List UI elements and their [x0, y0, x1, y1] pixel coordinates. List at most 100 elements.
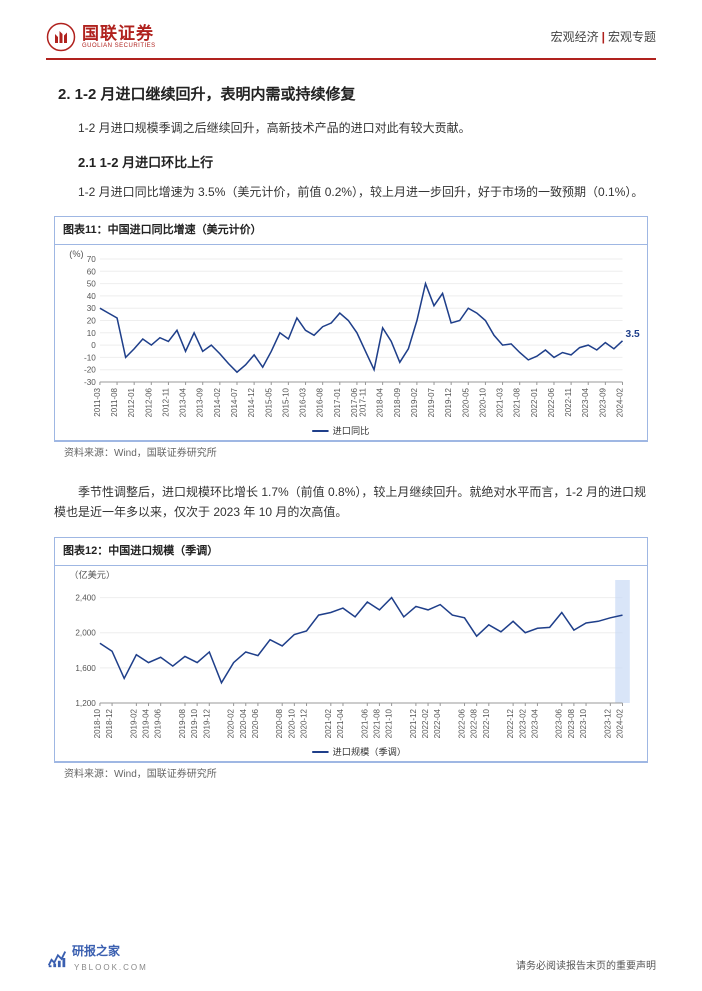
- footer-logo: 研报之家 YBLOOK.COM: [46, 941, 148, 975]
- svg-text:2021-06: 2021-06: [360, 708, 369, 738]
- svg-text:2019-07: 2019-07: [427, 388, 436, 418]
- svg-text:2023-12: 2023-12: [603, 708, 612, 738]
- svg-text:0: 0: [91, 341, 96, 350]
- svg-text:进口规模（季调）: 进口规模（季调）: [333, 746, 406, 757]
- svg-text:2022-02: 2022-02: [421, 708, 430, 738]
- svg-text:2023-10: 2023-10: [579, 708, 588, 738]
- svg-text:2019-02: 2019-02: [129, 708, 138, 738]
- svg-text:3.5: 3.5: [626, 329, 641, 340]
- svg-text:60: 60: [87, 267, 97, 276]
- svg-text:2022-01: 2022-01: [530, 388, 539, 418]
- svg-text:2019-12: 2019-12: [202, 708, 211, 738]
- svg-text:2020-05: 2020-05: [461, 388, 470, 418]
- chart-11-plot: -30 -20 -10 0 10 20 30 40 50 60 70 (%) 2011-03 2011-0…: [55, 245, 647, 440]
- svg-text:2016-03: 2016-03: [298, 388, 307, 418]
- svg-text:30: 30: [87, 304, 97, 313]
- svg-text:2011-08: 2011-08: [110, 388, 119, 417]
- svg-text:2019-12: 2019-12: [444, 388, 453, 418]
- svg-text:2015-10: 2015-10: [281, 388, 290, 418]
- svg-text:-10: -10: [84, 354, 96, 363]
- chart-12-title: 图表12：中国进口规模（季调）: [55, 538, 647, 566]
- svg-text:2021-04: 2021-04: [336, 708, 345, 738]
- svg-text:2014-12: 2014-12: [247, 388, 256, 418]
- svg-text:2013-04: 2013-04: [179, 388, 188, 418]
- svg-text:2021-08: 2021-08: [372, 708, 381, 738]
- svg-text:2020-08: 2020-08: [275, 708, 284, 738]
- svg-text:2023-04: 2023-04: [530, 708, 539, 738]
- svg-text:2021-12: 2021-12: [409, 708, 418, 738]
- svg-text:-30: -30: [84, 378, 96, 387]
- svg-text:2023-08: 2023-08: [567, 708, 576, 738]
- chart-11-source: 资料来源：Wind，国联证券研究所: [54, 441, 648, 464]
- svg-text:2017-11: 2017-11: [358, 388, 367, 417]
- svg-text:2018-04: 2018-04: [376, 388, 385, 418]
- section-heading-2: 2. 1-2 月进口继续回升，表明内需或持续修复: [58, 82, 656, 108]
- svg-text:2012-06: 2012-06: [144, 388, 153, 418]
- svg-text:10: 10: [87, 329, 97, 338]
- chart-12-container: 图表12：中国进口规模（季调） 1,200 1,600 2,000 2,400 （亿美元…: [54, 537, 648, 762]
- svg-text:2020-02: 2020-02: [227, 708, 236, 738]
- svg-text:2018-12: 2018-12: [105, 708, 114, 738]
- svg-text:2014-07: 2014-07: [230, 388, 239, 418]
- svg-text:2023-04: 2023-04: [581, 388, 590, 418]
- svg-text:2013-09: 2013-09: [196, 388, 205, 418]
- svg-text:1,600: 1,600: [75, 663, 96, 672]
- svg-text:2021-08: 2021-08: [513, 388, 522, 418]
- svg-text:2017-01: 2017-01: [333, 388, 342, 418]
- svg-text:2018-09: 2018-09: [393, 388, 402, 418]
- footer-logo-icon: [46, 947, 68, 969]
- svg-text:2020-06: 2020-06: [251, 708, 260, 738]
- company-logo: 国联证券 GUOLIAN SECURITIES: [46, 22, 156, 52]
- page-footer: 研报之家 YBLOOK.COM 请务必阅读报告末页的重要声明: [46, 941, 656, 975]
- svg-text:2012-11: 2012-11: [161, 388, 170, 417]
- chart-11-container: 图表11：中国进口同比增速（美元计价） -30 -20 -10 0 10 20 30 40 50…: [54, 216, 648, 441]
- svg-text:2019-06: 2019-06: [154, 708, 163, 738]
- page-header: 国联证券 GUOLIAN SECURITIES 宏观经济|宏观专题: [46, 22, 656, 60]
- svg-text:-20: -20: [84, 366, 96, 375]
- svg-text:(%): (%): [69, 249, 83, 259]
- svg-text:进口同比: 进口同比: [333, 425, 370, 436]
- svg-text:2021-10: 2021-10: [385, 708, 394, 738]
- svg-text:2023-06: 2023-06: [555, 708, 564, 738]
- header-category: 宏观经济|宏观专题: [551, 27, 656, 47]
- section-heading-3: 2.1 1-2 月进口环比上行: [78, 152, 656, 174]
- svg-text:2022-06: 2022-06: [457, 708, 466, 738]
- paragraph-2: 季节性调整后，进口规模环比增长 1.7%（前值 0.8%），较上月继续回升。就绝…: [46, 482, 656, 523]
- svg-text:2011-03: 2011-03: [93, 388, 102, 417]
- svg-text:2023-09: 2023-09: [598, 388, 607, 418]
- svg-text:1,200: 1,200: [75, 699, 96, 708]
- svg-text:2021-03: 2021-03: [495, 388, 504, 418]
- svg-text:2022-04: 2022-04: [433, 708, 442, 738]
- svg-text:2,000: 2,000: [75, 628, 96, 637]
- svg-text:2020-10: 2020-10: [287, 708, 296, 738]
- svg-text:2022-06: 2022-06: [547, 388, 556, 418]
- chart-12-plot: 1,200 1,600 2,000 2,400 （亿美元） 2018-102018-12 2…: [55, 566, 647, 761]
- svg-text:2020-04: 2020-04: [239, 708, 248, 738]
- svg-text:2024-02: 2024-02: [615, 708, 624, 738]
- svg-text:2018-10: 2018-10: [93, 708, 102, 738]
- svg-text:2022-08: 2022-08: [470, 708, 479, 738]
- svg-text:2019-08: 2019-08: [178, 708, 187, 738]
- svg-text:2021-02: 2021-02: [324, 708, 333, 738]
- svg-text:50: 50: [87, 280, 97, 289]
- svg-text:2019-10: 2019-10: [190, 708, 199, 738]
- svg-text:2015-05: 2015-05: [264, 388, 273, 418]
- svg-text:20: 20: [87, 317, 97, 326]
- logo-icon: [46, 22, 76, 52]
- svg-text:2019-04: 2019-04: [141, 708, 150, 738]
- svg-text:2022-11: 2022-11: [564, 388, 573, 417]
- svg-text:40: 40: [87, 292, 97, 301]
- svg-text:2020-12: 2020-12: [299, 708, 308, 738]
- svg-text:2,400: 2,400: [75, 593, 96, 602]
- logo-text-en: GUOLIAN SECURITIES: [82, 43, 156, 49]
- intro-paragraph: 1-2 月进口规模季调之后继续回升，高新技术产品的进口对此有较大贡献。: [46, 118, 656, 138]
- svg-text:2023-02: 2023-02: [518, 708, 527, 738]
- svg-text:2012-01: 2012-01: [127, 388, 136, 418]
- svg-text:2019-02: 2019-02: [410, 388, 419, 418]
- svg-text:2024-02: 2024-02: [615, 388, 624, 418]
- chart-12-source: 资料来源：Wind，国联证券研究所: [54, 762, 648, 785]
- chart-11-title: 图表11：中国进口同比增速（美元计价）: [55, 217, 647, 245]
- svg-text:70: 70: [87, 255, 97, 264]
- svg-text:2014-02: 2014-02: [213, 388, 222, 418]
- svg-text:（亿美元）: （亿美元）: [69, 569, 115, 580]
